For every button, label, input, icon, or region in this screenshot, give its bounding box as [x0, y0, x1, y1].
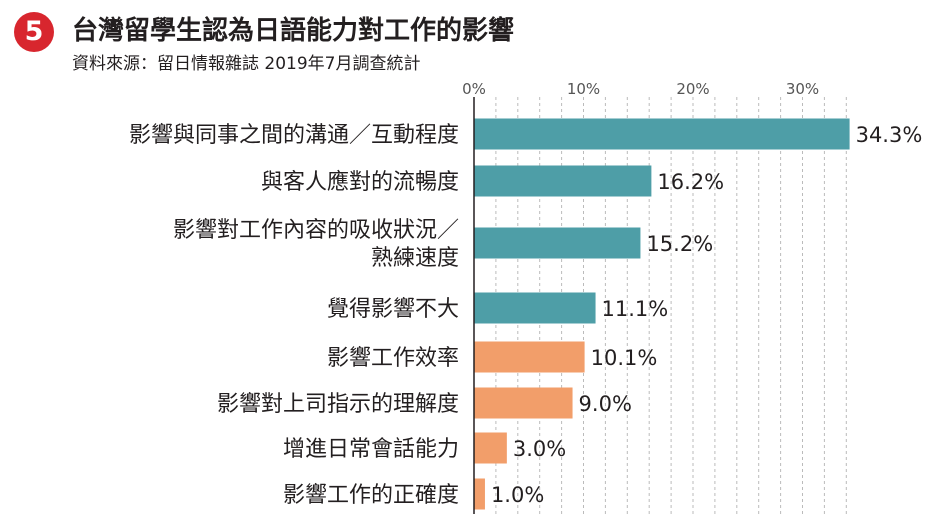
value-label: 9.0%: [579, 392, 632, 416]
bar: [474, 387, 573, 419]
chart-title: 台灣留學生認為日語能力對工作的影響: [72, 16, 515, 46]
category-label: 覺得影響不大: [327, 297, 459, 322]
value-label: 16.2%: [657, 170, 724, 194]
category-label: 與客人應對的流暢度: [261, 169, 459, 195]
category-label: 熟練速度: [371, 246, 459, 271]
value-label: 10.1%: [591, 346, 658, 370]
bar: [474, 292, 596, 324]
category-label: 增進日常會話能力: [283, 437, 459, 462]
chart-header: 5 台灣留學生認為日語能力對工作的影響 資料來源：留日情報雜誌 2019年7月調…: [0, 0, 950, 80]
data-source-note: 資料來源：留日情報雜誌 2019年7月調查統計: [72, 54, 421, 74]
bar: [474, 118, 850, 150]
x-tick-label: 10%: [567, 80, 600, 98]
category-label: 影響與同事之間的溝通／互動程度: [129, 123, 459, 148]
chart-number-badge: 5: [14, 12, 54, 52]
category-label: 影響工作的正確度: [283, 483, 459, 508]
value-label: 15.2%: [646, 232, 713, 256]
x-tick-label: 0%: [462, 80, 486, 98]
value-label: 34.3%: [856, 123, 923, 147]
bar: [474, 227, 641, 259]
category-label: 影響對上司指示的理解度: [217, 392, 459, 417]
value-label: 1.0%: [491, 483, 544, 507]
value-labels: 34.3% 16.2% 15.2% 11.1% 10.1% 9.0% 3.0% 1.0%: [491, 123, 922, 507]
bar: [474, 341, 585, 373]
x-tick-label: 20%: [676, 80, 709, 98]
bar: [474, 165, 652, 197]
value-label: 11.1%: [602, 297, 669, 321]
x-tick-label: 30%: [786, 80, 819, 98]
value-label: 3.0%: [513, 437, 566, 461]
x-tick-labels: 0% 10% 20% 30%: [462, 80, 819, 98]
category-label: 影響工作效率: [327, 346, 459, 371]
bar: [474, 478, 485, 510]
bar: [474, 432, 507, 464]
category-label: 影響對工作內容的吸收狀況／: [173, 218, 459, 243]
bars: [474, 118, 850, 510]
